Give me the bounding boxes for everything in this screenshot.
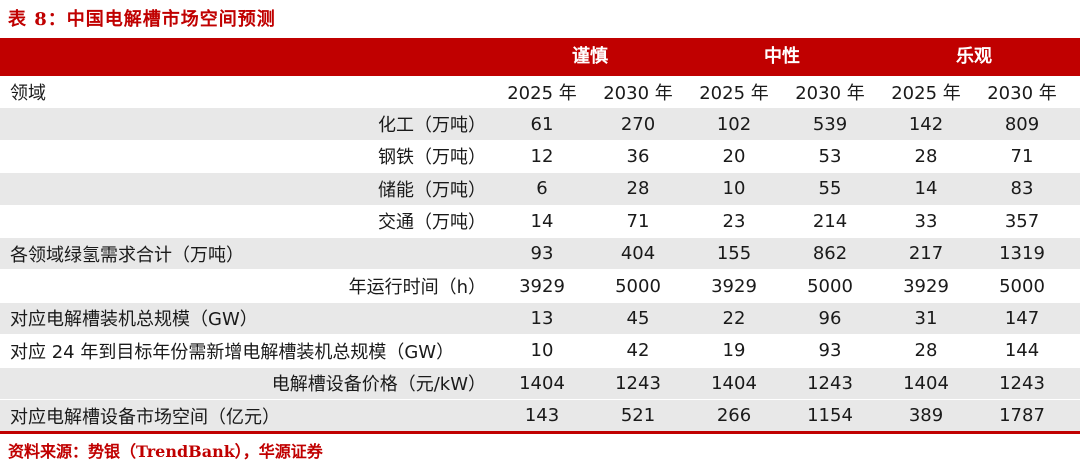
value-cell: 93 (530, 243, 554, 265)
value-cell: 13 (530, 307, 554, 329)
value-cell: 55 (818, 178, 842, 200)
value-cell: 539 (812, 113, 848, 135)
value-cell: 1154 (807, 405, 853, 427)
value-cell: 144 (1004, 340, 1040, 362)
value-cell: 83 (1010, 178, 1034, 200)
value-cell: 404 (620, 243, 656, 265)
domain-header: 领域 (10, 83, 46, 105)
table-row: 储能（万吨） 6 28 10 55 14 83 (0, 173, 1080, 206)
value-cell: 71 (626, 210, 650, 232)
value-cell: 22 (722, 307, 746, 329)
value-cell: 809 (1004, 113, 1040, 135)
scenario-optimistic: 乐观 (956, 46, 992, 67)
table-row: 对应电解槽设备市场空间（亿元） 143 521 266 1154 389 1787 (0, 399, 1080, 433)
value-cell: 1404 (519, 372, 565, 394)
row-label: 电解槽设备价格（元/kW） (271, 374, 486, 396)
year-header: 2025 年 (507, 83, 577, 105)
table-bottom-rule (0, 431, 1080, 434)
value-cell: 1243 (807, 372, 853, 394)
value-cell: 357 (1004, 210, 1040, 232)
value-cell: 3929 (519, 275, 565, 297)
value-cell: 61 (530, 113, 554, 135)
value-cell: 28 (914, 145, 938, 167)
year-header: 2030 年 (795, 83, 865, 105)
table-row: 钢铁（万吨） 12 36 20 53 28 71 (0, 141, 1080, 174)
value-cell: 42 (626, 340, 650, 362)
value-cell: 45 (626, 307, 650, 329)
value-cell: 19 (722, 340, 746, 362)
row-label: 交通（万吨） (378, 212, 486, 234)
table-row: 化工（万吨） 61 270 102 539 142 809 (0, 108, 1080, 141)
value-cell: 6 (536, 178, 548, 200)
value-cell: 5000 (615, 275, 661, 297)
table-title: 表 8：中国电解槽市场空间预测 (8, 9, 276, 30)
value-cell: 12 (530, 145, 554, 167)
row-label: 钢铁（万吨） (378, 147, 486, 169)
value-cell: 96 (818, 307, 842, 329)
market-forecast-table: 谨慎 中性 乐观 领域 2025 年 2030 年 2025 年 2030 年 … (0, 38, 1080, 433)
scenario-neutral: 中性 (764, 46, 800, 67)
source-note: 资料来源：势银（TrendBank），华源证券 (8, 442, 323, 461)
value-cell: 270 (620, 113, 656, 135)
value-cell: 5000 (999, 275, 1045, 297)
row-label: 储能（万吨） (378, 179, 486, 201)
value-cell: 93 (818, 340, 842, 362)
value-cell: 10 (722, 178, 746, 200)
table-body: 化工（万吨） 61 270 102 539 142 809 钢铁（万吨） 12 36 20 53 28 7… (0, 108, 1080, 433)
value-cell: 28 (914, 340, 938, 362)
value-cell: 1319 (999, 243, 1045, 265)
scenario-header-row: 谨慎 中性 乐观 (0, 38, 1080, 76)
value-cell: 1243 (615, 372, 661, 394)
row-label: 对应 24 年到目标年份需新增电解槽装机总规模（GW） (10, 341, 455, 363)
row-label: 各领域绿氢需求合计（万吨） (10, 244, 244, 266)
value-cell: 14 (530, 210, 554, 232)
value-cell: 28 (626, 178, 650, 200)
value-cell: 521 (620, 405, 656, 427)
value-cell: 3929 (903, 275, 949, 297)
value-cell: 217 (908, 243, 944, 265)
value-cell: 214 (812, 210, 848, 232)
year-header: 2030 年 (987, 83, 1057, 105)
row-label: 年运行时间（h） (348, 277, 486, 299)
table-row: 对应电解槽装机总规模（GW） 13 45 22 96 31 147 (0, 302, 1080, 336)
value-cell: 23 (722, 210, 746, 232)
value-cell: 266 (716, 405, 752, 427)
value-cell: 1404 (903, 372, 949, 394)
row-label: 化工（万吨） (378, 115, 486, 137)
table-row: 电解槽设备价格（元/kW） 1404 1243 1404 1243 1404 1243 (0, 367, 1080, 400)
value-cell: 14 (914, 178, 938, 200)
value-cell: 862 (812, 243, 848, 265)
value-cell: 142 (908, 113, 944, 135)
value-cell: 31 (914, 307, 938, 329)
scenario-cautious: 谨慎 (572, 46, 608, 67)
value-cell: 1787 (999, 405, 1045, 427)
year-header: 2025 年 (891, 83, 961, 105)
value-cell: 102 (716, 113, 752, 135)
table-row: 对应 24 年到目标年份需新增电解槽装机总规模（GW） 10 42 19 93 28 144 (0, 335, 1080, 368)
year-header: 2025 年 (699, 83, 769, 105)
value-cell: 1404 (711, 372, 757, 394)
row-label: 对应电解槽设备市场空间（亿元） (10, 406, 280, 428)
year-header-row: 领域 2025 年 2030 年 2025 年 2030 年 2025 年 20… (0, 76, 1080, 108)
value-cell: 147 (1004, 307, 1040, 329)
value-cell: 20 (722, 145, 746, 167)
value-cell: 53 (818, 145, 842, 167)
value-cell: 155 (716, 243, 752, 265)
year-header: 2030 年 (603, 83, 673, 105)
value-cell: 10 (530, 340, 554, 362)
value-cell: 389 (908, 405, 944, 427)
value-cell: 71 (1010, 145, 1034, 167)
value-cell: 143 (524, 405, 560, 427)
table-row: 年运行时间（h） 3929 5000 3929 5000 3929 5000 (0, 270, 1080, 303)
value-cell: 1243 (999, 372, 1045, 394)
value-cell: 36 (626, 145, 650, 167)
table-row: 各领域绿氢需求合计（万吨） 93 404 155 862 217 1319 (0, 237, 1080, 271)
value-cell: 3929 (711, 275, 757, 297)
row-label: 对应电解槽装机总规模（GW） (10, 309, 258, 331)
value-cell: 5000 (807, 275, 853, 297)
header-blank (0, 38, 494, 76)
table-row: 交通（万吨） 14 71 23 214 33 357 (0, 206, 1080, 238)
value-cell: 33 (914, 210, 938, 232)
